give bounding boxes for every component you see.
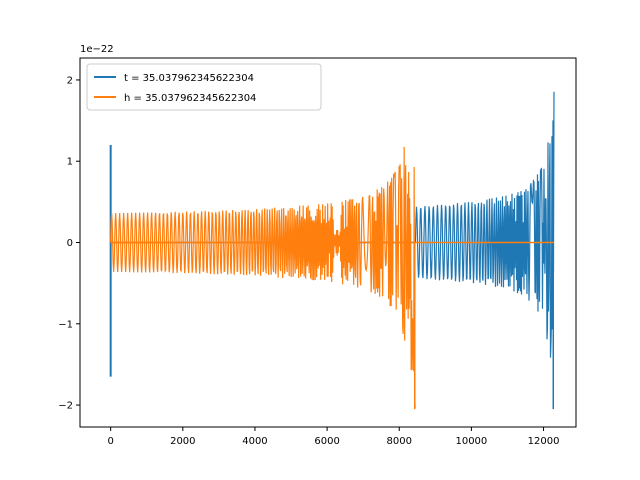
y-tick-label: 0 [67,238,73,249]
y-tick-label: −2 [58,401,73,412]
y-scale-label: 1e−22 [80,44,114,55]
series-t-line [414,91,555,358]
plot-area [109,91,555,410]
x-tick-label: 12000 [528,436,560,447]
x-tick-label: 2000 [170,436,195,447]
x-axis: 0 2000 4000 6000 8000 10000 12000 [107,427,559,447]
legend-entry: t = 35.037962345622304 [124,73,254,84]
x-tick-label: 0 [107,436,113,447]
legend: t = 35.037962345622304 h = 35.03796234562… [86,63,322,111]
x-tick-label: 4000 [242,436,267,447]
y-tick-label: −1 [58,319,73,330]
series-h [110,146,554,410]
legend-entry: h = 35.037962345622304 [124,93,256,104]
y-tick-label: 1 [67,157,73,168]
x-tick-label: 8000 [387,436,412,447]
y-axis: −2 −1 0 1 2 [58,75,80,412]
series-h-line [110,146,416,408]
legend-box [86,63,322,111]
x-tick-label: 10000 [455,436,487,447]
y-tick-label: 2 [67,75,73,86]
x-tick-label: 6000 [314,436,339,447]
